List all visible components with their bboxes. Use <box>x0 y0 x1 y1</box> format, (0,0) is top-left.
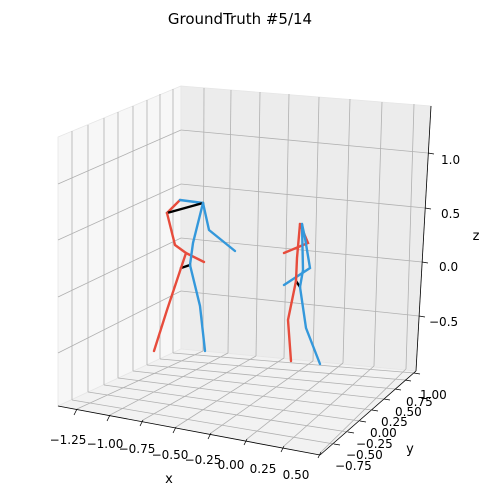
grid-line <box>109 352 229 416</box>
grid-line <box>320 368 407 453</box>
skeleton-2 <box>282 222 322 366</box>
grid-line <box>87 391 349 433</box>
x-tick-label: 0.50 <box>283 468 310 482</box>
z-axis-line <box>415 105 432 372</box>
grid-line <box>57 290 182 354</box>
grid-line <box>57 129 182 185</box>
z-tick-mark <box>418 315 426 318</box>
bone-right <box>152 266 183 353</box>
grid-line <box>117 377 373 411</box>
x-tick-mark <box>73 408 78 416</box>
grid-line <box>71 399 335 445</box>
grid-line <box>57 237 182 298</box>
x-tick-mark <box>106 414 111 422</box>
grid-line <box>103 384 361 422</box>
bone-right <box>165 211 188 255</box>
bone-right <box>165 198 182 215</box>
x-tick-mark <box>317 451 322 459</box>
bone-left <box>298 222 322 366</box>
x-tick-label: 0.25 <box>250 462 277 476</box>
bone-center <box>179 263 192 270</box>
x-tick-mark <box>172 426 177 434</box>
chart-title: GroundTruth #5/14 <box>168 10 312 28</box>
y-tick-label: 0.75 <box>406 395 433 409</box>
y-tick-mark <box>413 372 421 375</box>
grid-line <box>283 365 375 447</box>
grid-line <box>146 364 396 390</box>
bone-right <box>184 251 206 264</box>
z-axis: −0.5 0.0 0.5 1.0 z <box>418 152 480 329</box>
x-tick-mark <box>139 419 144 427</box>
x-axis-label: x <box>165 472 173 487</box>
grid-line <box>175 357 285 428</box>
x-tick-label: −1.25 <box>50 433 87 447</box>
x-tick-mark <box>243 438 248 446</box>
y-tick-mark <box>404 379 412 382</box>
y-tick-mark <box>383 398 391 401</box>
grid-line <box>405 103 415 370</box>
bone-right <box>286 222 302 363</box>
y-tick-mark <box>371 409 379 412</box>
y-axis: −0.75 −0.50 −0.25 0.00 0.25 0.50 0.75 1.… <box>333 372 447 473</box>
grid-lines <box>57 87 429 453</box>
y-axis-label: y <box>406 442 414 457</box>
y-tick-mark <box>333 443 341 446</box>
grid-line <box>373 101 383 367</box>
x-tick-label: 0.00 <box>218 458 245 472</box>
z-tick-mark <box>421 261 429 264</box>
y-axis-line <box>319 370 417 456</box>
grid-line <box>180 129 429 154</box>
axis-lines <box>57 105 432 456</box>
x-axis-line <box>57 405 321 456</box>
grid-line <box>57 183 182 241</box>
grid-line <box>312 96 320 362</box>
x-tick-mark <box>207 432 212 440</box>
y-tick-label: 0.50 <box>395 405 422 419</box>
y-tick-label: 0.00 <box>370 426 397 440</box>
z-axis-label: z <box>473 229 480 244</box>
x-tick-label: −0.50 <box>152 448 189 462</box>
y-tick-label: 1.00 <box>420 388 447 402</box>
grid-line <box>283 93 290 359</box>
grid-line <box>255 91 261 357</box>
x-axis: −1.25 −1.00 −0.75 −0.50 −0.25 0.00 0.25 … <box>50 408 322 487</box>
grid-line <box>76 350 204 410</box>
x-tick-label: −1.00 <box>87 437 124 451</box>
grid-line <box>180 183 426 209</box>
grid-line <box>210 360 314 434</box>
x-tick-mark <box>280 445 285 453</box>
y-tick-label: −0.25 <box>356 437 393 451</box>
bone-center <box>165 201 205 215</box>
grid-line <box>159 358 406 381</box>
bone-right <box>179 251 188 270</box>
grid-line <box>246 362 344 440</box>
y-tick-mark <box>359 420 367 423</box>
y-tick-mark <box>347 431 355 434</box>
bone-left <box>178 198 205 205</box>
skeleton-1 <box>152 198 237 353</box>
y-tick-mark <box>394 388 402 391</box>
x-tick-label: −0.25 <box>185 453 222 467</box>
y-tick-label: −0.75 <box>335 459 372 473</box>
z-tick-label: −0.5 <box>429 315 458 329</box>
y-tick-label: 0.25 <box>381 415 408 429</box>
grid-line <box>172 352 415 374</box>
grid-line <box>342 98 351 364</box>
z-tick-mark <box>424 207 432 210</box>
z-tick-label: 0.0 <box>439 260 458 274</box>
grid-line <box>180 290 420 317</box>
bone-left <box>188 201 205 267</box>
bone-left <box>188 263 207 353</box>
z-tick-mark <box>427 152 435 155</box>
z-tick-label: 1.0 <box>441 153 460 167</box>
x-tick-label: −0.75 <box>119 442 156 456</box>
bone-left <box>201 201 237 253</box>
grid-line <box>227 89 232 354</box>
grid-line <box>142 355 257 421</box>
y-tick-label: −0.50 <box>346 448 383 462</box>
z-tick-label: 0.5 <box>441 207 460 221</box>
skeleton-layer <box>152 198 322 366</box>
